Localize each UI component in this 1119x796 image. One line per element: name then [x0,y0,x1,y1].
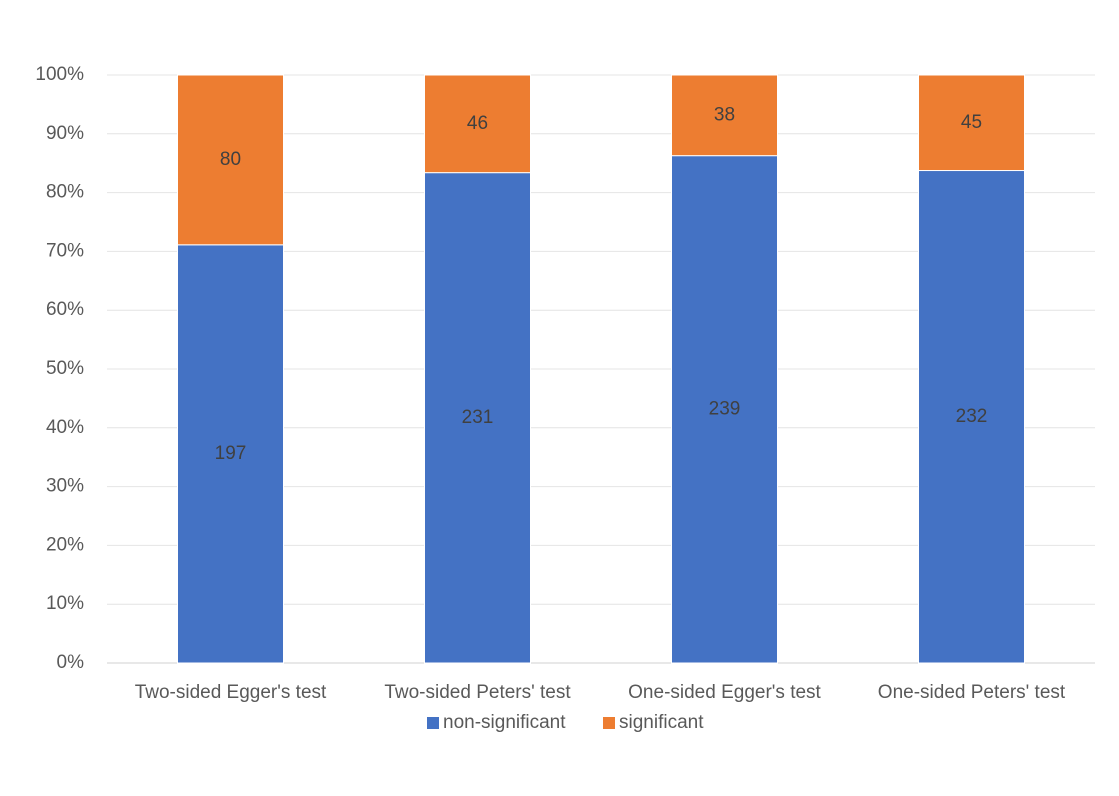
y-tick-label: 100% [35,64,84,85]
data-label: 231 [462,407,494,428]
bar-segment [918,170,1025,664]
x-tick-label: One-sided Peters' test [878,682,1066,703]
y-tick-label: 70% [46,240,84,261]
data-label: 80 [220,149,241,170]
y-tick-label: 50% [46,358,84,379]
bar-segment [424,74,531,174]
y-tick-label: 0% [57,652,85,673]
bar-segment [918,74,1025,172]
data-label: 239 [709,398,741,419]
legend-label: significant [619,712,704,733]
y-tick-label: 10% [46,593,84,614]
x-tick-label: One-sided Egger's test [628,682,821,703]
data-label: 38 [714,104,735,125]
bar-segment [424,172,531,664]
legend-label: non-significant [443,712,566,733]
bar-segment [671,74,778,157]
bar-segment [671,155,778,664]
y-tick-label: 20% [46,534,84,555]
legend-swatch [603,717,615,729]
y-tick-label: 30% [46,476,84,497]
legend-swatch [427,717,439,729]
data-label: 232 [956,406,988,427]
y-tick-label: 80% [46,182,84,203]
x-tick-label: Two-sided Peters' test [384,682,571,703]
bar-segment [177,74,284,246]
y-tick-label: 90% [46,123,84,144]
bar-segment [177,244,284,664]
x-tick-label: Two-sided Egger's test [135,682,327,703]
y-tick-label: 40% [46,417,84,438]
data-label: 46 [467,113,488,134]
data-label: 197 [215,443,247,464]
data-label: 45 [961,112,982,133]
y-tick-label: 60% [46,299,84,320]
